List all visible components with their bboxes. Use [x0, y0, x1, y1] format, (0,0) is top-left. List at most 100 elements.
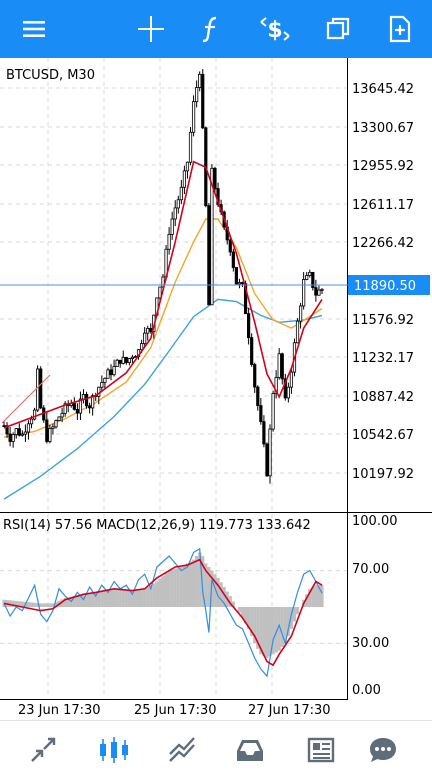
candle-body — [54, 420, 58, 428]
macd-histogram-bar — [75, 595, 79, 607]
candle-body — [103, 377, 107, 383]
chart-area[interactable]: 11890.50 BTCUSD, M30 13645.42 13300.67 1… — [0, 58, 432, 720]
macd-histogram-bar — [100, 591, 104, 607]
time-label: 25 Jun 17:30 — [134, 703, 217, 718]
macd-histogram-bar — [188, 561, 193, 607]
macd-histogram-bar — [54, 601, 58, 607]
price-tick: 11232.17 — [352, 351, 414, 366]
candle-body — [5, 425, 9, 435]
macd-histogram-bar — [271, 607, 275, 655]
candle-body — [240, 282, 245, 285]
candle-body — [84, 393, 89, 407]
macd-histogram-bar — [149, 585, 153, 607]
macd-histogram-bar — [204, 563, 208, 607]
macd-histogram-bar — [48, 603, 52, 607]
one-click-trading-icon: $ — [260, 17, 290, 43]
candle-body — [158, 286, 162, 299]
price-tick: 12955.92 — [352, 159, 414, 174]
rsi-line — [3, 547, 323, 678]
indicator-window — [2, 547, 324, 678]
candle-body — [167, 233, 171, 250]
quotes-icon — [31, 737, 56, 762]
macd-histogram-bar — [317, 585, 321, 607]
menu-button[interactable] — [10, 5, 58, 53]
indicator-tick: 0.00 — [352, 683, 381, 698]
macd-histogram-bar — [201, 556, 205, 607]
price-tick: 12266.42 — [352, 236, 414, 251]
macd-histogram-bar — [259, 607, 263, 655]
trend-line[interactable] — [1, 374, 51, 424]
macd-histogram-bar — [253, 607, 257, 644]
candle-body — [2, 425, 6, 428]
macd-histogram-bar — [280, 607, 284, 648]
macd-histogram-bar — [72, 596, 76, 607]
candle-body — [250, 337, 254, 365]
nav-chart[interactable] — [92, 728, 136, 772]
macd-histogram-bar — [84, 593, 89, 607]
candle-body — [286, 386, 290, 399]
time-label: 23 Jun 17:30 — [18, 703, 101, 718]
macd-histogram-bar — [133, 590, 138, 607]
macd-histogram-bar — [103, 590, 107, 607]
candle-body — [280, 353, 284, 380]
nav-trade[interactable] — [160, 728, 204, 772]
macd-histogram-bar — [139, 589, 144, 607]
candle-body — [201, 73, 205, 129]
trade-icon — [169, 737, 195, 762]
nav-quotes[interactable] — [21, 728, 65, 772]
macd-histogram-bar — [158, 578, 162, 607]
candle-body — [8, 433, 12, 442]
macd-histogram-bar — [146, 586, 150, 607]
nav-history[interactable] — [228, 728, 272, 772]
price-chart[interactable]: 11890.50 BTCUSD, M30 13645.42 13300.67 1… — [0, 58, 432, 720]
candle-body — [14, 428, 18, 435]
candle-body — [314, 287, 318, 296]
bottom-navigation — [0, 720, 432, 779]
candle-body — [274, 377, 278, 394]
candle-body — [283, 378, 287, 399]
macd-histogram-bar — [152, 583, 156, 607]
candle-body — [57, 416, 61, 422]
symbol-label: BTCUSD, M30 — [6, 68, 95, 83]
candle-body — [115, 359, 119, 367]
nav-messages[interactable] — [361, 728, 405, 772]
macd-histogram-bar — [289, 607, 294, 629]
indicator-tick: 100.00 — [352, 514, 398, 529]
candle-body — [51, 426, 55, 429]
menu-icon — [23, 21, 45, 37]
candle-body — [207, 205, 211, 306]
candle-body — [259, 405, 263, 423]
macd-histogram-bar — [250, 607, 254, 637]
candlesticks — [2, 69, 324, 484]
candle-body — [118, 359, 122, 364]
macd-histogram-bar — [283, 607, 287, 644]
macd-histogram-bar — [32, 602, 37, 607]
candle-body — [39, 368, 43, 409]
candle-body — [253, 364, 257, 388]
macd-histogram-bar — [39, 603, 43, 607]
new-order-button[interactable] — [376, 5, 424, 53]
macd-histogram-bar — [115, 589, 119, 607]
candle-body — [311, 271, 315, 289]
macd-histogram-bar — [277, 607, 281, 651]
crosshair-button[interactable] — [127, 5, 175, 53]
macd-histogram-bar — [14, 600, 18, 607]
macd-histogram-bar — [66, 597, 70, 607]
candle-body — [320, 288, 324, 291]
candle-body — [23, 431, 28, 435]
macd-histogram-bar — [198, 552, 202, 607]
one-click-trading-button[interactable]: $ — [251, 5, 299, 53]
indicators-button[interactable] — [187, 5, 235, 53]
candle-body — [45, 419, 49, 442]
price-tick: 13300.67 — [352, 121, 414, 136]
candle-body — [271, 393, 275, 430]
candle-body — [139, 343, 144, 351]
candle-body — [72, 402, 76, 410]
objects-button[interactable] — [314, 5, 362, 53]
macd-histogram-bar — [308, 588, 312, 607]
nav-news[interactable] — [299, 728, 343, 772]
candle-body — [146, 328, 150, 334]
macd-histogram-bar — [45, 603, 49, 607]
macd-histogram-bar — [237, 607, 242, 613]
macd-histogram-bar — [164, 573, 168, 607]
